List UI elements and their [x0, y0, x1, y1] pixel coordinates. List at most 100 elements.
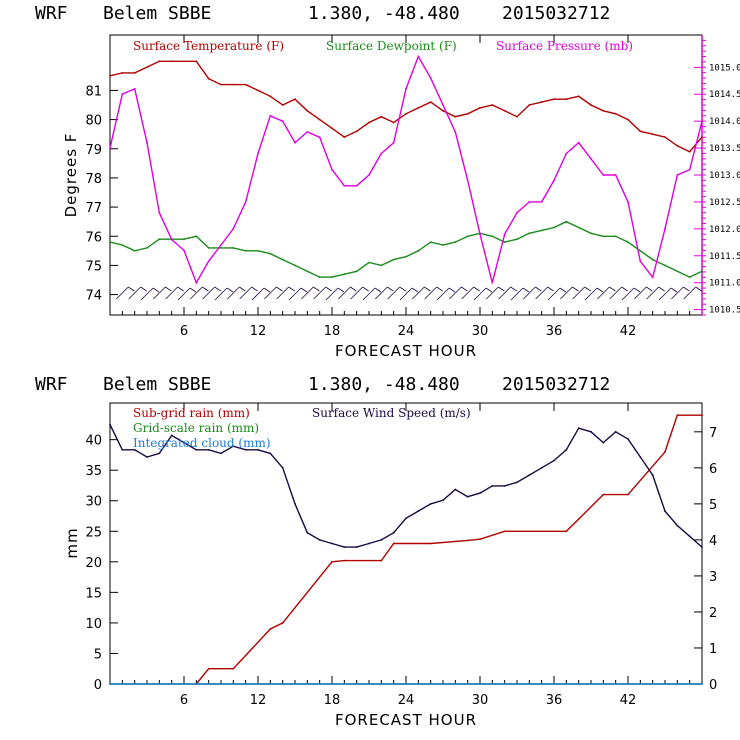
legend-surface-temperature: Surface Temperature (F): [133, 39, 284, 53]
data-point: [479, 233, 481, 236]
data-point: [466, 112, 469, 115]
data-point: [232, 83, 235, 86]
data-point: [442, 109, 444, 112]
data-point: [528, 474, 531, 476]
data-point: [614, 235, 617, 238]
y2-tick-label: 1012.0: [709, 225, 740, 235]
wind-barb: [584, 287, 598, 301]
data-point: [664, 227, 666, 230]
data-point: [491, 281, 494, 284]
wind-barb: [621, 287, 635, 301]
data-point: [121, 448, 124, 451]
data-point: [294, 264, 296, 267]
wind-barb: [572, 286, 585, 300]
data-point: [676, 174, 679, 176]
legend-grid-scale-rain: Grid-scale rain (mm): [133, 421, 259, 435]
data-point: [602, 235, 605, 238]
data-point: [454, 131, 457, 133]
data-point: [392, 542, 395, 545]
data-point: [207, 260, 210, 263]
data-point: [577, 518, 580, 520]
wind-barb: [276, 286, 289, 300]
wind-barb-flag: [337, 287, 345, 293]
data-point: [257, 249, 259, 252]
wind-barb: [547, 287, 561, 301]
data-point: [368, 121, 370, 124]
wind-barb-flag: [559, 287, 567, 293]
y-tick-label: 77: [85, 201, 102, 216]
y-tick-label: 40: [85, 434, 102, 449]
data-point: [306, 270, 309, 273]
x-tick-label: 36: [546, 693, 563, 708]
data-point: [590, 430, 592, 433]
top-y-axis-label: Degrees F: [62, 133, 80, 218]
wind-barb-flag: [633, 287, 641, 293]
y2-tick-label: 1014.0: [709, 117, 740, 127]
wind-barb-flag: [596, 287, 604, 293]
data-point: [454, 488, 457, 491]
data-point: [331, 542, 333, 545]
x-tick-label: 24: [398, 324, 415, 339]
wind-barb: [560, 286, 573, 300]
data-point: [405, 517, 407, 520]
data-point: [651, 258, 654, 261]
data-point: [244, 448, 247, 451]
data-point: [220, 452, 222, 455]
data-point: [553, 98, 555, 101]
data-point: [528, 201, 531, 203]
wind-barb: [399, 287, 413, 301]
data-point: [380, 559, 383, 562]
wind-barb-flag: [214, 286, 221, 292]
wind-barb: [190, 286, 203, 300]
top-header-init: 2015032712: [502, 3, 610, 24]
wind-barb-flag: [263, 287, 271, 293]
data-point: [343, 184, 346, 187]
data-point: [294, 503, 296, 505]
data-point: [220, 244, 222, 246]
y2-tick-label: 1012.5: [709, 198, 740, 208]
legend-integrated-cloud: Integrated cloud (mm): [133, 436, 271, 450]
y2-tick-label: 2: [709, 606, 717, 621]
wind-barb-flag: [276, 286, 283, 292]
data-point: [146, 247, 148, 249]
data-point: [146, 66, 148, 68]
wind-barb: [165, 286, 178, 300]
wind-barb-flag: [251, 286, 258, 292]
bottom-header-coords: 1.380, -48.480: [308, 374, 460, 395]
y-tick-label: 78: [85, 172, 102, 187]
data-point: [479, 492, 481, 494]
data-point: [503, 241, 506, 244]
data-point: [380, 264, 383, 267]
y2-tick-label: 1010.5: [709, 306, 740, 316]
wind-barb: [473, 287, 487, 301]
data-point: [627, 241, 629, 244]
data-point: [429, 77, 432, 79]
wind-barb-flag: [177, 286, 184, 292]
wind-barb-flag: [424, 286, 431, 292]
y-tick-label: 15: [85, 586, 102, 601]
data-point: [380, 115, 383, 118]
data-point: [331, 168, 333, 171]
wind-barb: [461, 286, 474, 300]
data-point: [232, 227, 235, 230]
wind-barb: [239, 286, 252, 300]
data-point: [232, 445, 235, 448]
wind-barb: [140, 287, 154, 301]
bottom-y-axis-label: mm: [63, 527, 81, 558]
data-point: [269, 452, 272, 455]
data-point: [602, 441, 605, 444]
top-header-model: WRF: [35, 3, 68, 24]
y-tick-label: 74: [85, 289, 102, 304]
data-point: [392, 531, 395, 534]
data-point: [195, 448, 198, 451]
wind-barb: [535, 286, 548, 300]
wind-barb-flag: [165, 286, 172, 292]
data-point: [479, 538, 481, 541]
data-point: [516, 211, 518, 214]
data-point: [195, 235, 198, 238]
data-point: [553, 459, 555, 462]
wind-barb: [264, 286, 277, 300]
data-point: [207, 448, 210, 451]
